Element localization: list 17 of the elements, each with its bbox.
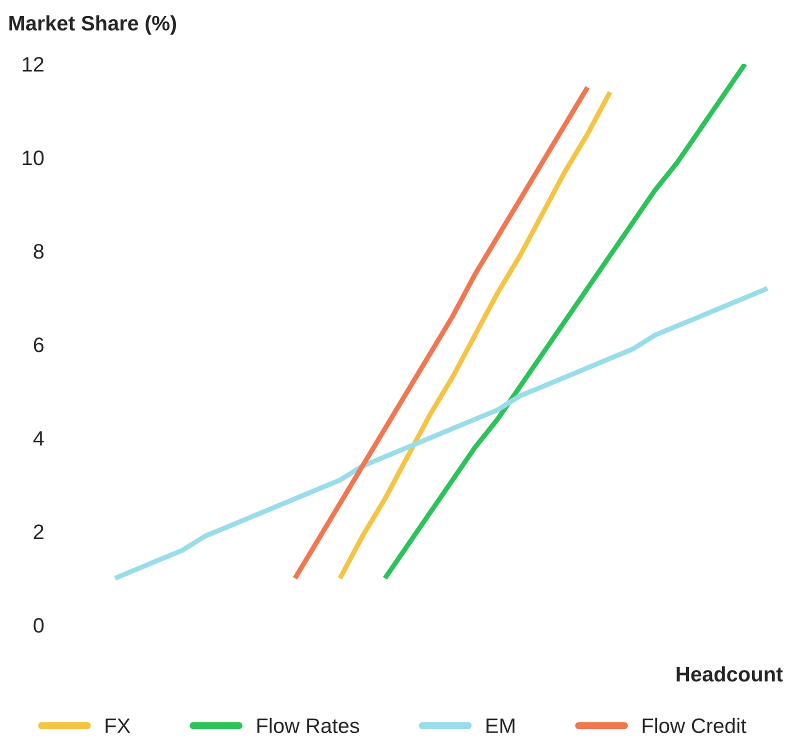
y-tick-label: 8 bbox=[34, 244, 44, 259]
y-tick-label: 4 bbox=[33, 431, 44, 446]
line-series bbox=[292, 84, 590, 581]
legend-label: Flow Rates bbox=[257, 718, 360, 734]
x-axis-title: Headcount bbox=[676, 666, 783, 682]
y-tick-label: 2 bbox=[34, 524, 44, 540]
y-tick-label: 12 bbox=[22, 57, 44, 72]
line-series bbox=[382, 64, 748, 581]
legend-label: FX bbox=[106, 718, 130, 733]
legend-label: EM bbox=[486, 718, 514, 733]
y-axis-title: Market Share (%) bbox=[9, 15, 176, 35]
y-tick-label: 6 bbox=[34, 338, 44, 352]
y-tick-label: 0 bbox=[34, 618, 44, 633]
line-series bbox=[112, 286, 770, 581]
y-tick-label: 10 bbox=[22, 150, 44, 166]
line-series bbox=[338, 90, 612, 581]
legend-label: Flow Credit bbox=[642, 718, 746, 734]
